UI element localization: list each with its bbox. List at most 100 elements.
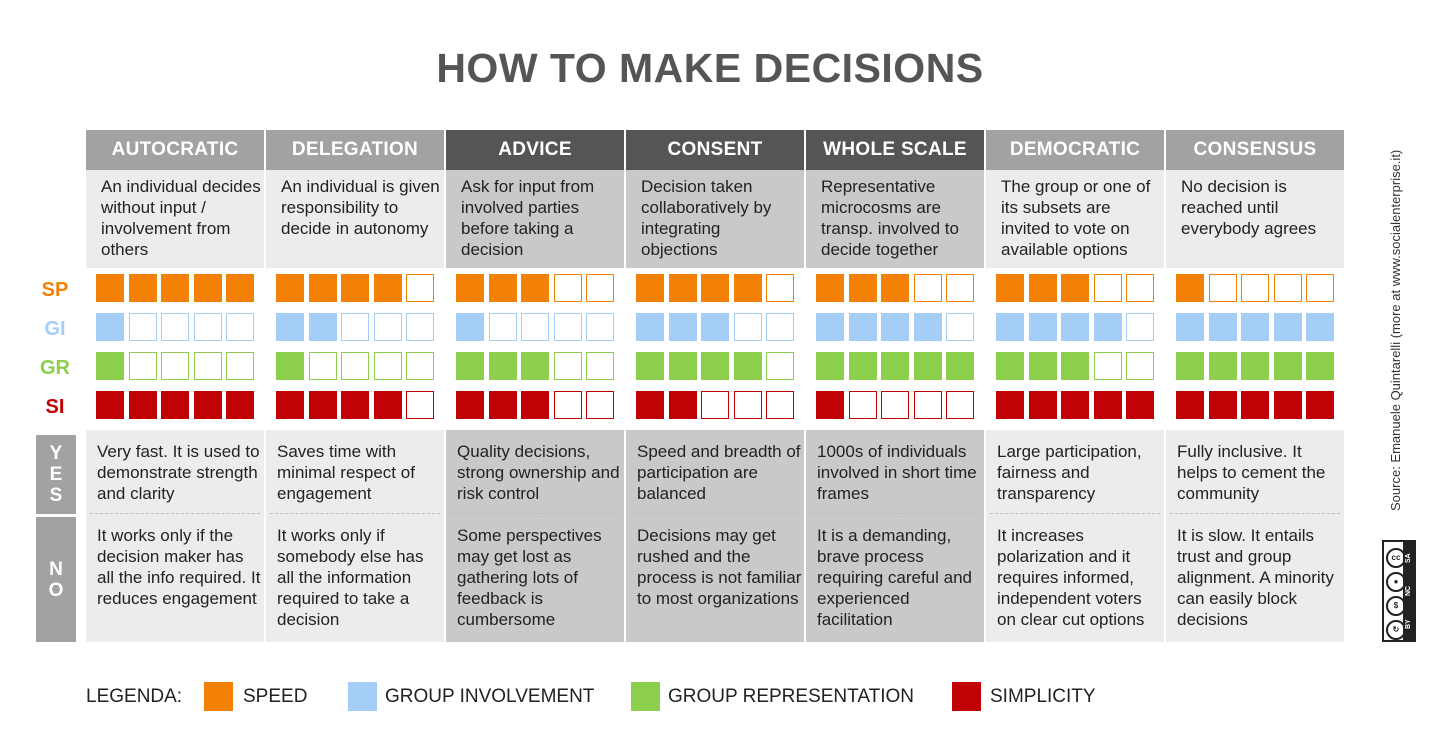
rating-square-filled: [668, 274, 697, 302]
method-cons: Some perspectives may get lost as gather…: [457, 526, 602, 629]
rating-square-empty: [161, 352, 189, 380]
method-description: No decision is reached until everybody a…: [1181, 177, 1317, 238]
rating-square-filled: [701, 352, 729, 380]
rating-square-filled: [96, 274, 124, 302]
rating-square-filled: [1061, 352, 1089, 380]
rating-square-empty: [553, 274, 582, 302]
rating-square-empty: [193, 313, 222, 341]
rating-square-filled: [668, 352, 697, 380]
ratings-block: [266, 268, 444, 430]
rating-row-group-representation: [456, 352, 621, 380]
rating-square-empty: [946, 274, 974, 302]
pros-cons-divider: [810, 513, 980, 514]
method-column-consent: CONSENT Decision taken collaboratively by…: [626, 130, 804, 642]
rating-square-empty: [586, 352, 614, 380]
rating-square-filled: [373, 391, 402, 419]
rating-square-filled: [881, 313, 909, 341]
rating-square-filled: [341, 274, 369, 302]
rating-square-empty: [766, 352, 794, 380]
rating-square-filled: [456, 274, 484, 302]
rating-square-filled: [636, 391, 664, 419]
ratings-block: [626, 268, 804, 430]
rating-square-filled: [668, 391, 697, 419]
rating-square-empty: [341, 313, 369, 341]
rating-square-empty: [553, 313, 582, 341]
rating-square-filled: [636, 274, 664, 302]
rating-square-empty: [406, 352, 434, 380]
rating-square-filled: [1273, 352, 1302, 380]
row-label-si: SI: [45, 396, 65, 418]
rating-square-filled: [1273, 313, 1302, 341]
rating-row-group-involvement: [636, 313, 801, 341]
pros-cons-divider: [990, 513, 1160, 514]
rating-square-filled: [226, 274, 254, 302]
rating-square-filled: [96, 391, 124, 419]
rating-square-empty: [1126, 352, 1154, 380]
rating-row-speed: [1176, 274, 1341, 302]
cc-license-badge: cc ● $ ↻ BY NC SA: [1382, 540, 1416, 642]
rating-row-group-representation: [96, 352, 261, 380]
rating-square-filled: [521, 352, 549, 380]
rating-square-empty: [701, 391, 729, 419]
ratings-block: [446, 268, 624, 430]
rating-row-simplicity: [96, 391, 261, 419]
rating-square-empty: [766, 274, 794, 302]
yes-letters: Y E S: [49, 443, 63, 506]
rating-square-empty: [913, 391, 942, 419]
rating-square-filled: [373, 274, 402, 302]
method-cons: It is slow. It entails trust and group a…: [1177, 526, 1334, 629]
rating-row-speed: [636, 274, 801, 302]
rating-square-empty: [766, 391, 794, 419]
rating-square-filled: [996, 352, 1024, 380]
rating-row-group-involvement: [456, 313, 621, 341]
yes-label: Y E S: [36, 435, 76, 514]
license-nc: NC: [1405, 585, 1412, 597]
method-pros: Saves time with minimal respect of engag…: [277, 442, 415, 503]
method-cons: It is a demanding, brave process requiri…: [817, 526, 972, 629]
rating-square-filled: [488, 352, 517, 380]
rating-square-empty: [373, 313, 402, 341]
legend-label-simplicity: SIMPLICITY: [990, 686, 1096, 707]
rating-square-filled: [193, 274, 222, 302]
pros-cons-divider: [270, 513, 440, 514]
legend-swatch-simplicity: [952, 682, 981, 711]
rating-square-filled: [276, 274, 304, 302]
rating-square-filled: [1028, 274, 1057, 302]
rating-square-filled: [341, 391, 369, 419]
method-header: DELEGATION: [266, 130, 444, 170]
rating-square-empty: [488, 313, 517, 341]
legend-label-group-involvement: GROUP INVOLVEMENT: [385, 686, 595, 707]
rating-square-filled: [913, 313, 942, 341]
rating-square-empty: [733, 313, 762, 341]
rating-square-empty: [521, 313, 549, 341]
rating-square-filled: [1061, 313, 1089, 341]
rating-square-filled: [701, 313, 729, 341]
method-column-consensus: CONSENSUS No decision is reached until ev…: [1166, 130, 1344, 642]
rating-square-filled: [1028, 352, 1057, 380]
rating-square-empty: [1306, 274, 1334, 302]
rating-row-group-involvement: [1176, 313, 1341, 341]
rating-row-speed: [816, 274, 981, 302]
rating-square-empty: [1093, 274, 1122, 302]
rating-square-filled: [913, 352, 942, 380]
rating-square-filled: [308, 313, 337, 341]
rating-square-empty: [1241, 274, 1269, 302]
method-cons: It increases polarization and it require…: [997, 526, 1145, 629]
pros-cons-divider: [630, 513, 800, 514]
method-description: The group or one of its subsets are invi…: [1001, 177, 1151, 259]
rating-square-filled: [521, 274, 549, 302]
ratings-block: [86, 268, 264, 430]
method-header: AUTOCRATIC: [86, 130, 264, 170]
rating-row-group-representation: [816, 352, 981, 380]
rating-square-filled: [881, 274, 909, 302]
pros-cons-divider: [90, 513, 260, 514]
legend-label-speed: SPEED: [243, 686, 308, 707]
method-pros: 1000s of individuals involved in short t…: [817, 442, 977, 503]
rating-square-empty: [1093, 352, 1122, 380]
rating-square-empty: [946, 391, 974, 419]
rating-square-empty: [946, 313, 974, 341]
method-column-advice: ADVICE Ask for input from involved partie…: [446, 130, 624, 642]
rating-square-filled: [996, 391, 1024, 419]
rating-row-group-involvement: [996, 313, 1161, 341]
cc-license-text: BY NC SA: [1403, 542, 1414, 640]
